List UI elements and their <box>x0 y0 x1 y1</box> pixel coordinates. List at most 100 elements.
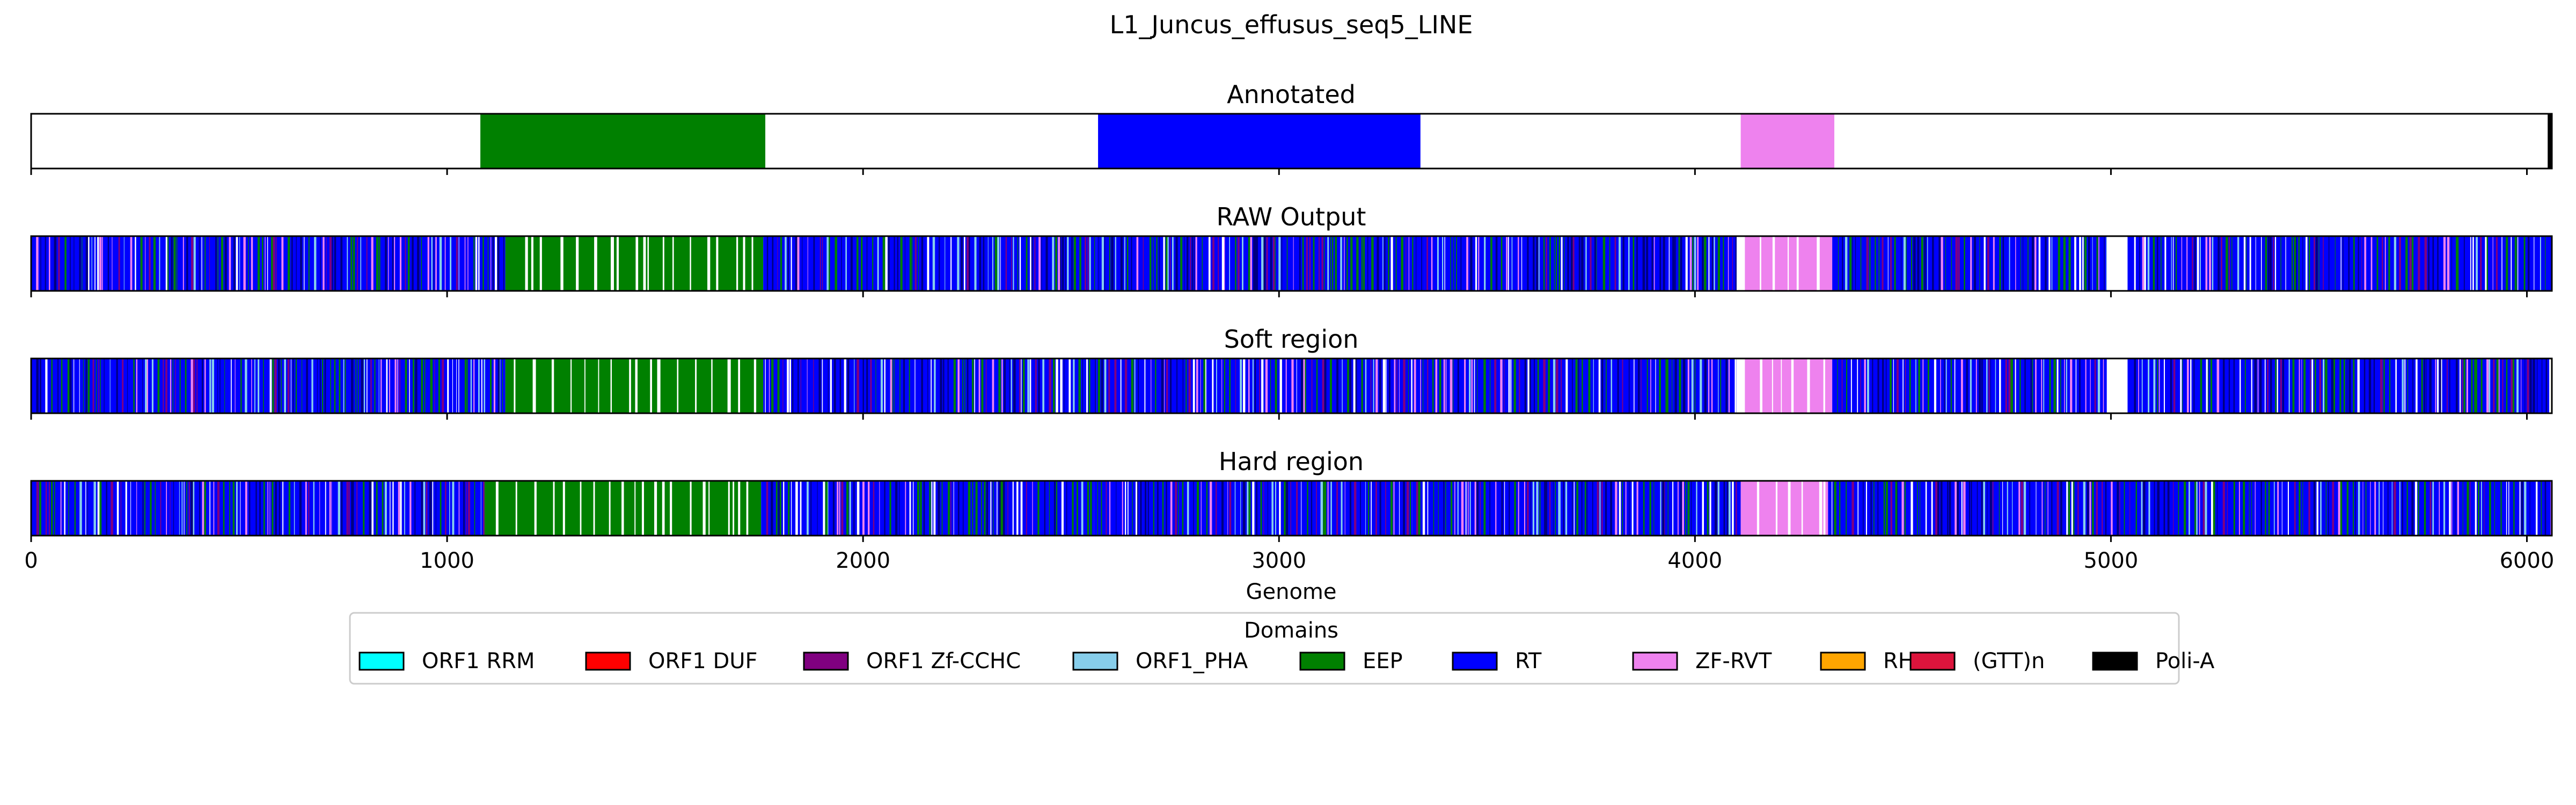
mixed-stripe <box>1961 481 1963 536</box>
mixed-stripe <box>2424 358 2425 413</box>
mixed-stripe <box>2506 236 2508 291</box>
gap-stripe <box>711 358 713 413</box>
mixed-stripe <box>2399 236 2401 291</box>
mixed-stripe <box>918 236 919 291</box>
mixed-stripe <box>1653 481 1655 536</box>
mixed-stripe <box>1316 358 1318 413</box>
mixed-stripe <box>1185 358 1187 413</box>
mixed-stripe <box>1195 236 1197 291</box>
mixed-stripe <box>136 481 137 536</box>
mixed-stripe <box>889 481 891 536</box>
mixed-stripe <box>1894 236 1896 291</box>
mixed-stripe <box>2111 481 2113 536</box>
mixed-stripe <box>914 236 917 291</box>
mixed-stripe <box>2524 481 2527 536</box>
mixed-stripe <box>254 358 255 413</box>
track-title: Hard region <box>1219 447 1364 476</box>
mixed-stripe <box>456 236 458 291</box>
mixed-stripe <box>1432 358 1434 413</box>
mixed-stripe <box>2085 358 2087 413</box>
mixed-stripe <box>1963 481 1966 536</box>
mixed-stripe <box>2549 358 2552 413</box>
mixed-stripe <box>2092 236 2093 291</box>
mixed-stripe <box>957 481 960 536</box>
mixed-stripe <box>857 481 860 536</box>
mixed-stripe <box>2238 481 2240 536</box>
mixed-stripe <box>489 358 492 413</box>
mixed-stripe <box>323 236 325 291</box>
mixed-stripe <box>2303 358 2306 413</box>
mixed-stripe <box>2429 358 2432 413</box>
mixed-stripe <box>2384 236 2386 291</box>
track-1: Annotated <box>30 80 2553 175</box>
mixed-stripe <box>1242 358 1246 413</box>
mixed-stripe <box>1665 358 1668 413</box>
mixed-stripe <box>1254 358 1256 413</box>
mixed-stripe <box>857 358 859 413</box>
x-tick-label: 0 <box>24 548 38 573</box>
gap-stripe <box>610 358 612 413</box>
domain-segment <box>480 114 766 169</box>
x-tick-label: 2000 <box>836 548 890 573</box>
mixed-stripe <box>1388 358 1391 413</box>
mixed-stripe <box>789 358 791 413</box>
mixed-stripe <box>1905 358 1906 413</box>
mixed-stripe <box>2045 236 2047 291</box>
mixed-stripe <box>2519 481 2521 536</box>
mixed-stripe <box>2212 236 2214 291</box>
mixed-stripe <box>215 236 217 291</box>
mixed-stripe <box>1052 358 1055 413</box>
mixed-stripe <box>1659 358 1661 413</box>
mixed-stripe <box>281 236 284 291</box>
x-tick-label: 4000 <box>1667 548 1722 573</box>
mixed-stripe <box>1995 358 1996 413</box>
mixed-stripe <box>2421 358 2423 413</box>
mixed-stripe <box>1885 481 1888 536</box>
mixed-stripe <box>306 358 308 413</box>
mixed-stripe <box>40 358 41 413</box>
mixed-stripe <box>1020 481 1023 536</box>
mixed-stripe <box>2173 358 2176 413</box>
mixed-stripe <box>144 481 145 536</box>
mixed-stripe <box>140 236 143 291</box>
mixed-stripe <box>223 481 225 536</box>
mixed-stripe <box>1321 236 1323 291</box>
mixed-stripe <box>810 481 812 536</box>
mixed-stripe <box>1453 236 1454 291</box>
mixed-stripe <box>186 236 188 291</box>
mixed-stripe <box>1471 358 1473 413</box>
gap-stripe <box>1772 358 1773 413</box>
gap-stripe <box>584 358 586 413</box>
mixed-stripe <box>2205 481 2207 536</box>
mixed-stripe <box>1252 481 1255 536</box>
mixed-stripe <box>2299 481 2301 536</box>
mixed-stripe <box>828 358 829 413</box>
gap-stripe <box>662 236 664 291</box>
mixed-stripe <box>2032 358 2033 413</box>
mixed-stripe <box>1163 358 1165 413</box>
mixed-stripe <box>2361 236 2362 291</box>
mixed-stripe <box>45 358 48 413</box>
mixed-stripe <box>2134 236 2136 291</box>
mixed-stripe <box>1138 358 1139 413</box>
mixed-stripe <box>2249 481 2250 536</box>
mixed-stripe <box>130 481 131 536</box>
mixed-stripe <box>830 358 832 413</box>
mixed-stripe <box>351 481 353 536</box>
domain-segment <box>1740 481 1828 536</box>
mixed-stripe <box>2306 236 2308 291</box>
mixed-stripe <box>1087 481 1089 536</box>
x-tick-label: 3000 <box>1252 548 1306 573</box>
mixed-stripe <box>1049 481 1050 536</box>
mixed-stripe <box>1095 358 1096 413</box>
mixed-stripe <box>2043 358 2045 413</box>
mixed-stripe <box>370 358 372 413</box>
mixed-stripe <box>1723 236 1724 291</box>
mixed-stripe <box>1696 481 1697 536</box>
mixed-stripe <box>2157 481 2160 536</box>
mixed-stripe <box>1347 358 1349 413</box>
mixed-stripe <box>2194 481 2196 536</box>
mixed-stripe <box>2009 236 2010 291</box>
